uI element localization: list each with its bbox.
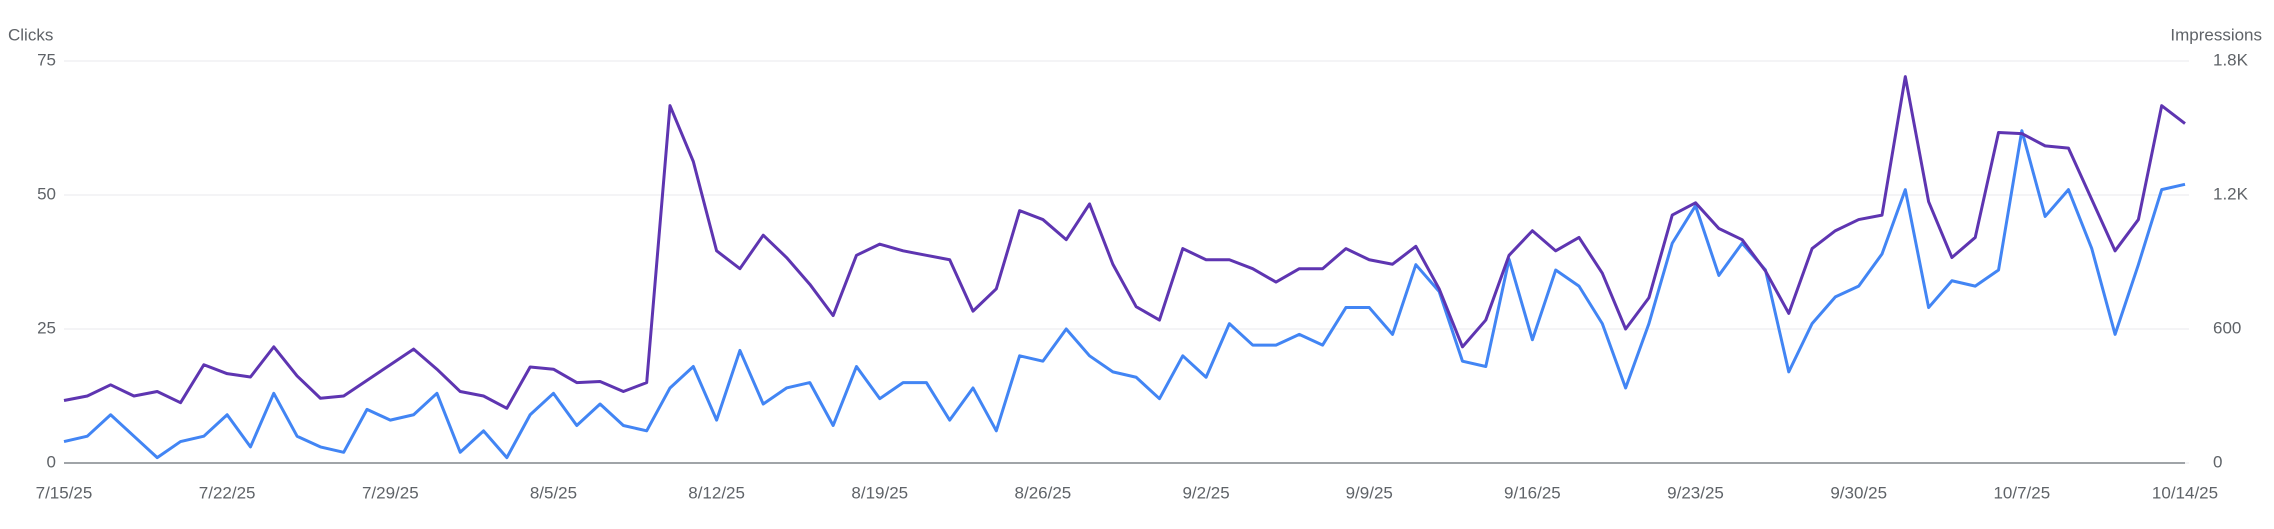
series-line bbox=[63, 75, 2186, 410]
x-tick-label: 8/19/25 bbox=[851, 483, 908, 502]
y-tick-label: 25 bbox=[37, 318, 56, 337]
y2-tick-label: 600 bbox=[2213, 318, 2241, 337]
y2-tick-label: 1.8K bbox=[2213, 50, 2249, 69]
x-tick-label: 9/2/25 bbox=[1182, 483, 1229, 502]
y2-tick-label: 0 bbox=[2213, 452, 2222, 471]
x-tick-label: 10/7/25 bbox=[1993, 483, 2050, 502]
x-tick-label: 8/26/25 bbox=[1015, 483, 1072, 502]
x-tick-label: 9/23/25 bbox=[1667, 483, 1724, 502]
y-tick-label: 0 bbox=[47, 452, 56, 471]
x-tick-label: 9/16/25 bbox=[1504, 483, 1561, 502]
x-tick-label: 7/29/25 bbox=[362, 483, 419, 502]
x-tick-label: 10/14/25 bbox=[2152, 483, 2218, 502]
x-tick-label: 8/5/25 bbox=[530, 483, 577, 502]
y2-tick-label: 1.2K bbox=[2213, 184, 2249, 203]
y-axis-title: Clicks bbox=[8, 25, 53, 44]
series-line bbox=[63, 129, 2186, 460]
y-tick-label: 75 bbox=[37, 50, 56, 69]
y2-axis-title: Impressions bbox=[2170, 25, 2262, 44]
x-tick-label: 7/22/25 bbox=[199, 483, 256, 502]
x-tick-label: 7/15/25 bbox=[36, 483, 93, 502]
x-tick-label: 9/9/25 bbox=[1346, 483, 1393, 502]
x-tick-label: 8/12/25 bbox=[688, 483, 745, 502]
x-tick-label: 9/30/25 bbox=[1830, 483, 1887, 502]
y-tick-label: 50 bbox=[37, 184, 56, 203]
